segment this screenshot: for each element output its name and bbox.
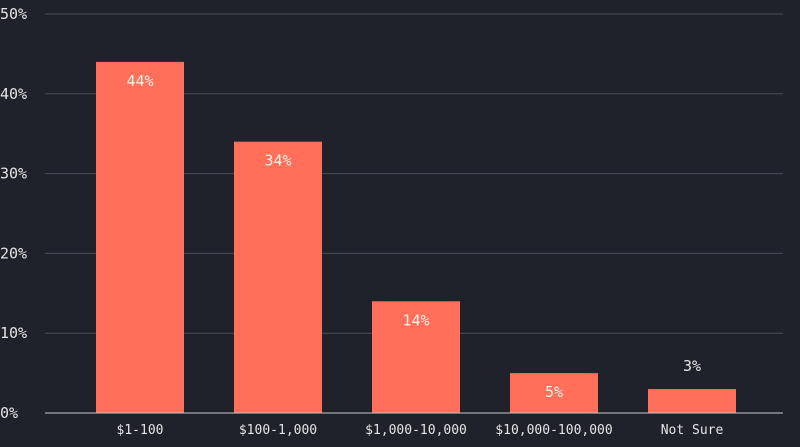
y-axis-tick-labels: 0% 10% 20% 30% 40% 50%	[0, 5, 27, 422]
data-label: 14%	[402, 311, 429, 329]
data-label: 3%	[683, 357, 701, 375]
y-tick-label: 40%	[0, 85, 27, 103]
y-tick-label: 20%	[0, 244, 27, 262]
data-label: 44%	[126, 72, 153, 90]
bars	[96, 61, 736, 413]
y-tick-label: 10%	[0, 324, 27, 342]
bar	[372, 301, 460, 413]
x-axis-category-labels: $1-100 $100-1,000 $1,000-10,000 $10,000-100…	[117, 423, 724, 438]
bar	[234, 141, 322, 413]
data-labels: 44% 34% 14% 5% 3%	[126, 72, 701, 401]
data-label: 5%	[545, 383, 563, 401]
y-tick-label: 0%	[0, 404, 18, 422]
x-tick-label: $10,000-100,000	[495, 423, 612, 438]
x-tick-label: $1,000-10,000	[365, 423, 467, 438]
x-tick-label: $100-1,000	[239, 423, 317, 438]
x-tick-label: Not Sure	[661, 423, 724, 438]
y-tick-label: 50%	[0, 5, 27, 23]
y-tick-label: 30%	[0, 165, 27, 183]
data-label: 34%	[264, 152, 291, 170]
bar	[648, 389, 736, 413]
bar	[510, 373, 598, 413]
bar	[96, 61, 184, 413]
x-tick-label: $1-100	[117, 423, 164, 438]
